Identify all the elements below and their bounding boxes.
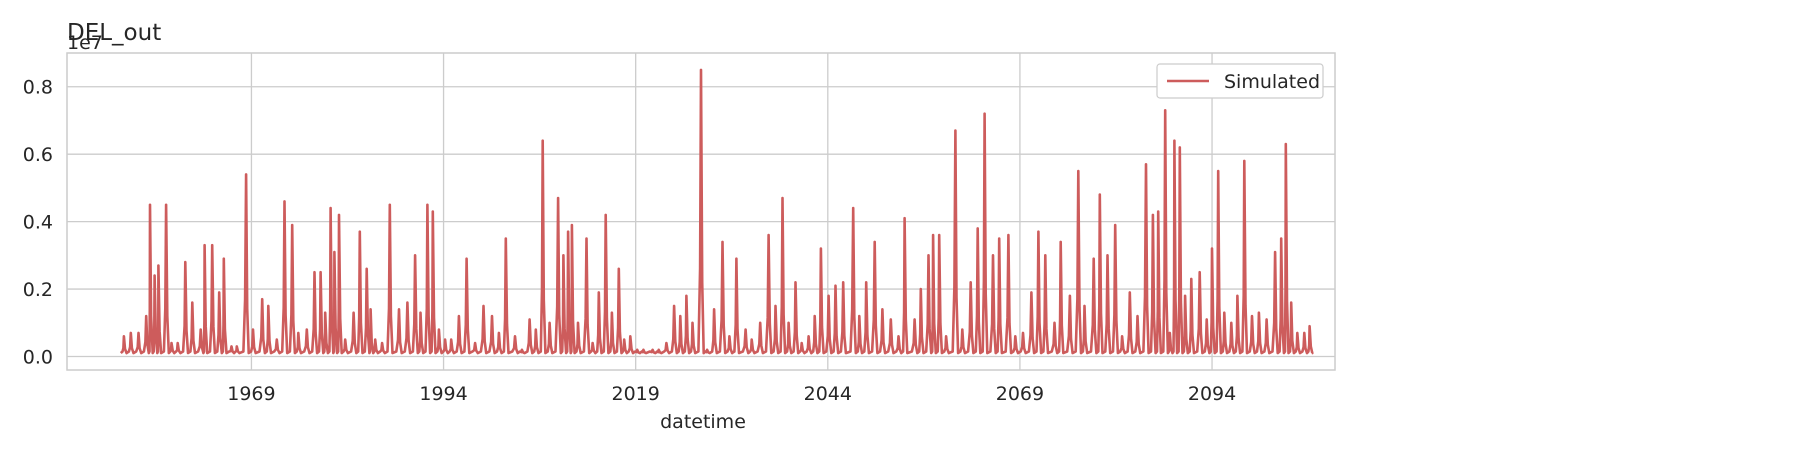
plot-frame bbox=[66, 52, 1336, 371]
legend: Simulated bbox=[1156, 63, 1324, 99]
y-axis-ticks: 0.0 0.2 0.4 0.6 0.8 bbox=[23, 77, 53, 369]
y-tick-label: 0.4 bbox=[23, 212, 53, 234]
y-scale-label: 1e7 bbox=[67, 32, 103, 54]
x-tick-label: 1994 bbox=[419, 383, 467, 405]
y-tick-label: 0.8 bbox=[23, 77, 53, 99]
x-tick-label: 1969 bbox=[227, 383, 275, 405]
y-tick-label: 0.0 bbox=[23, 347, 53, 369]
series-line-simulated bbox=[119, 68, 1314, 355]
legend-box bbox=[1156, 63, 1324, 99]
y-tick-label: 0.2 bbox=[23, 279, 53, 301]
chart-title: DEL_out bbox=[67, 20, 161, 46]
x-tick-label: 2069 bbox=[996, 383, 1044, 405]
x-tick-label: 2094 bbox=[1188, 383, 1236, 405]
legend-label-simulated: Simulated bbox=[1224, 71, 1320, 93]
x-tick-label: 2019 bbox=[611, 383, 659, 405]
y-tick-label: 0.6 bbox=[23, 144, 53, 166]
x-tick-label: 2044 bbox=[804, 383, 852, 405]
x-axis-ticks: 1969 1994 2019 2044 2069 2094 bbox=[227, 383, 1236, 405]
x-axis-label: datetime bbox=[660, 411, 746, 433]
